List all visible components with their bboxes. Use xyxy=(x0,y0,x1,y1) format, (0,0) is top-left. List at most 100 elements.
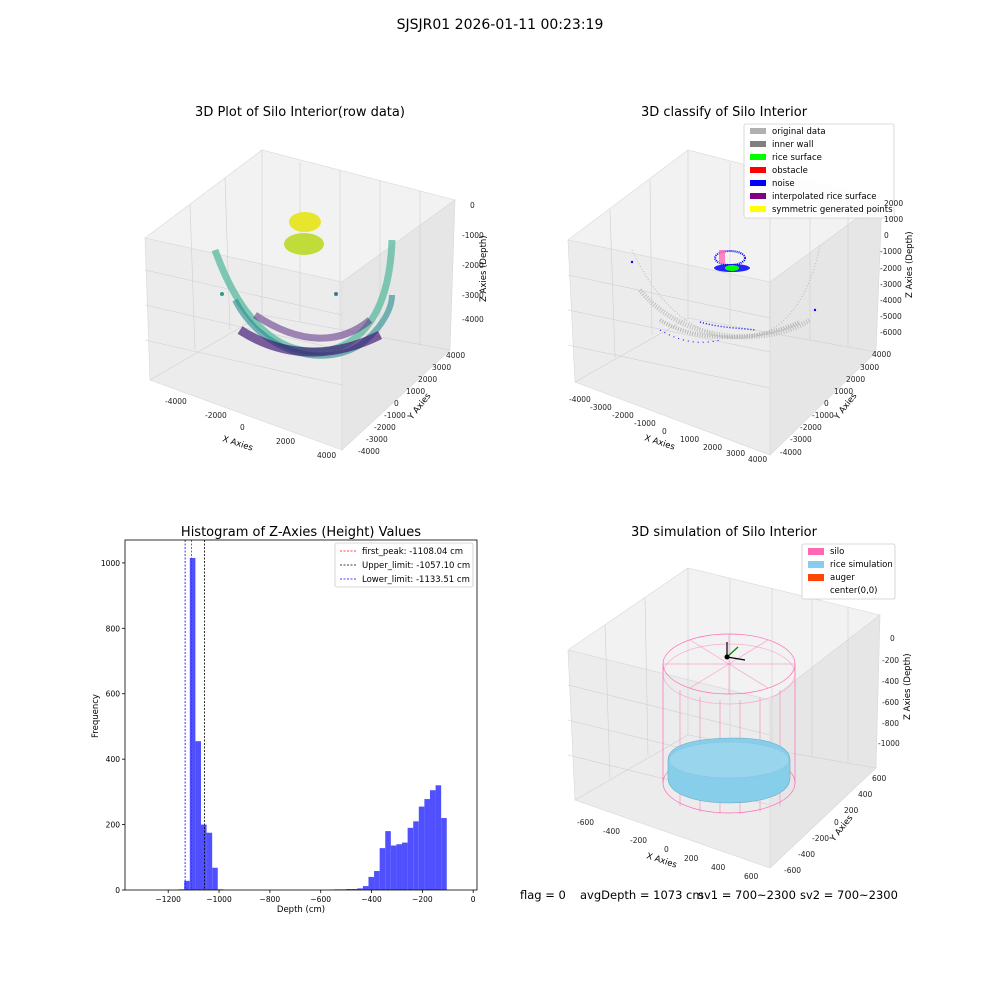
tick-label: -200 xyxy=(630,836,647,845)
sim-z-ticks: 0 -200 -400 -600 -800 -1000 xyxy=(878,634,900,748)
tick-label: -4000 xyxy=(780,448,802,457)
tick-label: -2000 xyxy=(880,264,902,273)
status-sv1: sv1 = 700~2300 xyxy=(698,888,796,902)
tick-label: -2000 xyxy=(205,411,227,420)
x-tick-label: −600 xyxy=(310,895,331,904)
raw-x-label: X Axies xyxy=(221,434,254,453)
legend-item: noise xyxy=(772,179,795,189)
histogram-axes-frame xyxy=(124,539,478,891)
status-bar: flag = 0 avgDepth = 1073 cm sv1 = 700~23… xyxy=(0,888,1000,908)
histogram-bar xyxy=(418,806,425,890)
histogram-bar xyxy=(351,889,358,890)
sim-x-ticks: -600 -400 -200 0 200 400 600 xyxy=(577,818,759,881)
tick-label: -400 xyxy=(603,827,620,836)
tick-label: 2000 xyxy=(846,375,865,384)
tick-label: -4000 xyxy=(358,447,380,456)
x-tick-label: −200 xyxy=(412,895,433,904)
legend-item: auger xyxy=(830,573,855,583)
histogram-bar xyxy=(429,790,436,890)
y-tick-label: 400 xyxy=(106,755,121,764)
tick-label: 4000 xyxy=(446,351,465,360)
histogram-bar xyxy=(385,831,391,890)
tick-label: -400 xyxy=(882,677,899,686)
histogram-bar xyxy=(424,799,430,890)
panel-classify: 3D classify of Silo Interior xyxy=(567,105,915,464)
raw-z-ticks: 0 -1000 -2000 -3000 -4000 xyxy=(462,201,484,324)
tick-label: 2000 xyxy=(276,437,295,446)
tick-label: 0 xyxy=(884,231,889,240)
tick-label: -3000 xyxy=(590,403,612,412)
sim-legend: silo rice simulation auger center(0,0) xyxy=(801,543,896,600)
panel-raw: 3D Plot of Silo Interior(row data) -4000… xyxy=(144,105,489,460)
tick-label: -3000 xyxy=(366,435,388,444)
legend-item: obstacle xyxy=(772,166,808,176)
tick-label: 0 xyxy=(834,818,839,827)
classify-z-label: Z Axies (Depth) xyxy=(905,231,915,298)
histogram-bar xyxy=(407,827,414,890)
histogram-bar xyxy=(390,845,397,890)
legend-swatch xyxy=(750,128,766,134)
x-tick-label: −1000 xyxy=(206,895,232,904)
legend-item: rice surface xyxy=(772,153,822,163)
tick-label: -3000 xyxy=(462,291,484,300)
legend-item: interpolated rice surface xyxy=(772,192,877,202)
raw-z-label: Z Axies (Depth) xyxy=(479,235,489,302)
legend-item: rice simulation xyxy=(830,560,893,570)
legend-item: inner wall xyxy=(772,140,813,150)
tick-label: 2000 xyxy=(418,375,437,384)
tick-label: -1000 xyxy=(634,419,656,428)
legend-swatch xyxy=(750,141,766,147)
tick-label: 600 xyxy=(744,872,759,881)
legend-item: symmetric generated points xyxy=(772,205,893,215)
tick-label: -800 xyxy=(882,719,899,728)
status-avg-depth: avgDepth = 1073 cm xyxy=(580,888,704,902)
histogram-title: Histogram of Z-Axies (Height) Values xyxy=(181,525,421,540)
legend-swatch xyxy=(750,154,766,160)
histogram-bar xyxy=(368,876,375,890)
sim-y-label: Y Axies xyxy=(828,813,856,845)
tick-label: -600 xyxy=(784,866,801,875)
tick-label: -200 xyxy=(812,834,829,843)
tick-label: 3000 xyxy=(432,363,451,372)
histogram-bar xyxy=(346,889,352,890)
tick-label: -3000 xyxy=(790,435,812,444)
scatter-raw xyxy=(211,212,396,359)
tick-label: 0 xyxy=(824,399,829,408)
tick-label: 0 xyxy=(664,845,669,854)
tick-label: 1000 xyxy=(406,387,425,396)
panel-simulation: 3D simulation of Silo Interior xyxy=(567,525,913,881)
tick-label: -2000 xyxy=(800,423,822,432)
raw-x-ticks: -4000 -2000 0 2000 4000 xyxy=(165,397,336,460)
tick-label: 4000 xyxy=(872,350,891,359)
tick-label: -1000 xyxy=(462,231,484,240)
legend-swatch xyxy=(808,548,824,555)
tick-label: 400 xyxy=(711,863,726,872)
tick-label: -4000 xyxy=(880,296,902,305)
histogram-bar xyxy=(200,824,207,890)
legend-item: Upper_limit: -1057.10 cm xyxy=(362,561,470,571)
tick-label: -600 xyxy=(882,698,899,707)
tick-label: -2000 xyxy=(612,411,634,420)
tick-label: -6000 xyxy=(880,328,902,337)
tick-label: -400 xyxy=(798,850,815,859)
tick-label: 1000 xyxy=(884,215,903,224)
histogram-bar xyxy=(435,785,442,890)
tick-label: 600 xyxy=(872,774,887,783)
y-tick-label: 800 xyxy=(106,624,121,633)
tick-label: 400 xyxy=(858,790,873,799)
tick-label: 200 xyxy=(844,806,859,815)
classify-y-ticks: 4000 3000 2000 1000 0 -1000 -2000 -3000 … xyxy=(780,350,891,457)
tick-label: 3000 xyxy=(860,363,879,372)
tick-label: -1000 xyxy=(880,247,902,256)
x-tick-label: −800 xyxy=(260,895,281,904)
tick-label: 1000 xyxy=(834,387,853,396)
tick-label: 2000 xyxy=(884,199,903,208)
legend-swatch xyxy=(750,180,766,186)
histogram-bar xyxy=(362,886,369,890)
legend-swatch xyxy=(808,574,824,581)
status-flag: flag = 0 xyxy=(520,888,566,902)
legend-item: silo xyxy=(830,547,844,557)
y-tick-label: 1000 xyxy=(101,559,120,568)
tick-label: 1000 xyxy=(680,435,699,444)
center-marker xyxy=(724,642,746,661)
